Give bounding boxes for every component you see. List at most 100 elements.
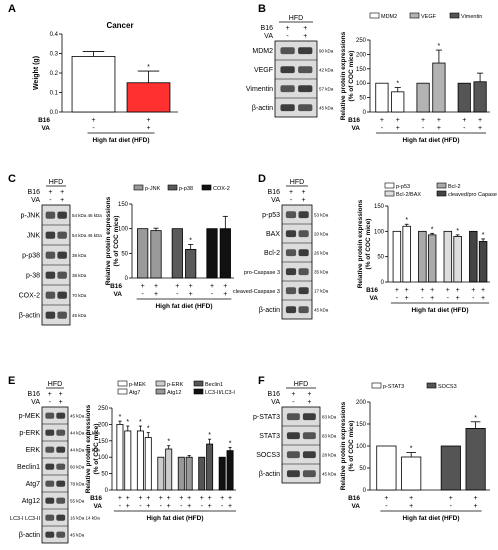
chart-d-b16-label: B16: [366, 287, 378, 294]
chart-a-sign: +: [91, 117, 95, 124]
chart-e-ytick-label: 250: [98, 406, 109, 412]
blot-b16-label: B16: [28, 391, 41, 398]
blot-va-label: VA: [271, 399, 280, 406]
blot-sign: -: [286, 33, 289, 40]
chart-d-legend-label: Bcl-2: [448, 184, 461, 190]
blot-band: [45, 311, 56, 319]
blot-row-label: SOCS3: [256, 452, 280, 459]
chart-b-va-label: VA: [351, 125, 360, 132]
chart-c-bar: [171, 228, 183, 279]
chart-f-legend-label: SOCS3: [438, 384, 457, 390]
blot-d-hfd-label: HFD: [290, 179, 304, 186]
blot-kda-label: 60 kDa: [70, 465, 85, 470]
chart-e-legend-label: Beclin1: [205, 382, 223, 388]
blot-b16-label: B16: [268, 391, 281, 398]
chart-f-ytick-label: 50: [359, 466, 366, 472]
chart-b-significance-mark: *: [438, 43, 441, 50]
blot-band: [302, 432, 316, 440]
chart-c-bar: [206, 228, 218, 279]
chart-a-sign: -: [92, 125, 95, 132]
blot-row-label: Atg12: [22, 498, 40, 505]
chart-d-sign: -: [396, 295, 399, 302]
chart-d-bar: [418, 230, 427, 283]
chart-f-sign: +: [409, 495, 413, 502]
blot-kda-label: 26 kDa: [314, 251, 329, 256]
chart-e-sign: +: [208, 503, 212, 510]
chart-a-b16-label: B16: [38, 117, 50, 124]
chart-c-sign: +: [223, 291, 227, 298]
blot-row-label: pro-Caspase 3: [244, 270, 280, 276]
chart-a-ylabel: Weight (g): [33, 56, 40, 90]
chart-e-legend-label: Atg12: [167, 390, 181, 396]
chart-b-sign: +: [396, 117, 400, 124]
blot-band: [298, 249, 309, 257]
chart-f-significance-mark: *: [474, 415, 477, 422]
chart-d-significance-mark: *: [431, 226, 434, 233]
blot-sign: +: [286, 25, 290, 32]
chart-c-bar: [137, 228, 149, 279]
chart-c-sign: -: [176, 291, 179, 298]
chart-b-bar: [416, 82, 430, 113]
blot-kda-label: 45 kDa: [70, 533, 85, 538]
chart-b-sign: +: [462, 117, 466, 124]
chart-a-significance-mark: *: [147, 64, 150, 71]
chart-a-va-label: VA: [41, 125, 50, 132]
chart-e-bar: [165, 448, 173, 491]
blot-band: [45, 446, 55, 453]
blot-row-label: ERK: [26, 447, 41, 454]
blot-va-label: VA: [271, 197, 280, 204]
chart-e-ylabel: Relative protein expressions: [85, 404, 92, 493]
chart-d-sign: -: [421, 295, 424, 302]
blot-row-label: p-JNK: [21, 213, 41, 220]
chart-e-legend-label: Atg7: [129, 390, 140, 396]
blot-kda-label: 57 kDa: [319, 87, 334, 92]
chart-e-sign: +: [208, 495, 212, 502]
chart-b-bar: [457, 82, 471, 113]
chart-e-va-label: VA: [93, 503, 102, 510]
chart-b-ylabel-unit: (% of COC mice): [348, 51, 355, 102]
chart-d-sign: +: [430, 295, 434, 302]
chart-b-sign: +: [380, 117, 384, 124]
chart-a-sign: +: [146, 117, 150, 124]
chart-f-ylabel-unit: (% of COC mice): [348, 421, 355, 472]
blot-band: [45, 514, 55, 521]
blot-band: [280, 66, 295, 74]
chart-e-legend-swatch: [193, 388, 204, 395]
chart-c-xlabel: High fat diet (HFD): [155, 303, 212, 310]
blot-va-label: VA: [31, 399, 40, 406]
chart-e-bar: [157, 456, 165, 491]
chart-d-bar: [402, 225, 411, 283]
chart-f-sign: +: [474, 495, 478, 502]
blot-row-label: β-actin: [259, 307, 280, 314]
chart-c-significance-mark: *: [189, 237, 192, 244]
chart-d-sign: +: [456, 295, 460, 302]
chart-e-sign: +: [126, 495, 130, 502]
chart-f-b16-label: B16: [348, 495, 360, 502]
chart-e-sign: +: [167, 495, 171, 502]
chart-c-sign: +: [154, 291, 158, 298]
chart-c-sign: -: [211, 291, 214, 298]
blot-row-label: COX-2: [19, 293, 41, 300]
blot-sign: +: [48, 189, 52, 196]
blot-kda-label: 38 kDa: [72, 253, 87, 258]
blot-band: [285, 249, 297, 257]
chart-a-bar: [126, 82, 171, 113]
chart-d-sign: +: [405, 287, 409, 294]
blot-kda-label: 90 kDa: [319, 49, 334, 54]
blot-kda-label: 17 kDa: [314, 289, 329, 294]
chart-d-legend-swatch: [384, 190, 395, 197]
chart-d-sign: +: [420, 287, 424, 294]
chart-e-sign: -: [221, 503, 224, 510]
chart-c-legend-swatch: [167, 184, 178, 191]
blot-row-label: BAX: [266, 231, 280, 238]
blot-row-label: Beclin1: [17, 464, 40, 471]
chart-b-sign: -: [381, 125, 384, 132]
blot-c-hfd-label: HFD: [49, 179, 63, 186]
chart-c-legend-swatch: [133, 184, 144, 191]
chart-d-ylabel-unit: (% of COC mice): [365, 219, 372, 270]
chart-e-bar: [185, 456, 193, 491]
blot-sign: +: [303, 33, 307, 40]
blot-band: [56, 412, 66, 419]
chart-a-ytick-label: 0.2: [50, 71, 59, 77]
chart-d-bar: [443, 230, 453, 283]
